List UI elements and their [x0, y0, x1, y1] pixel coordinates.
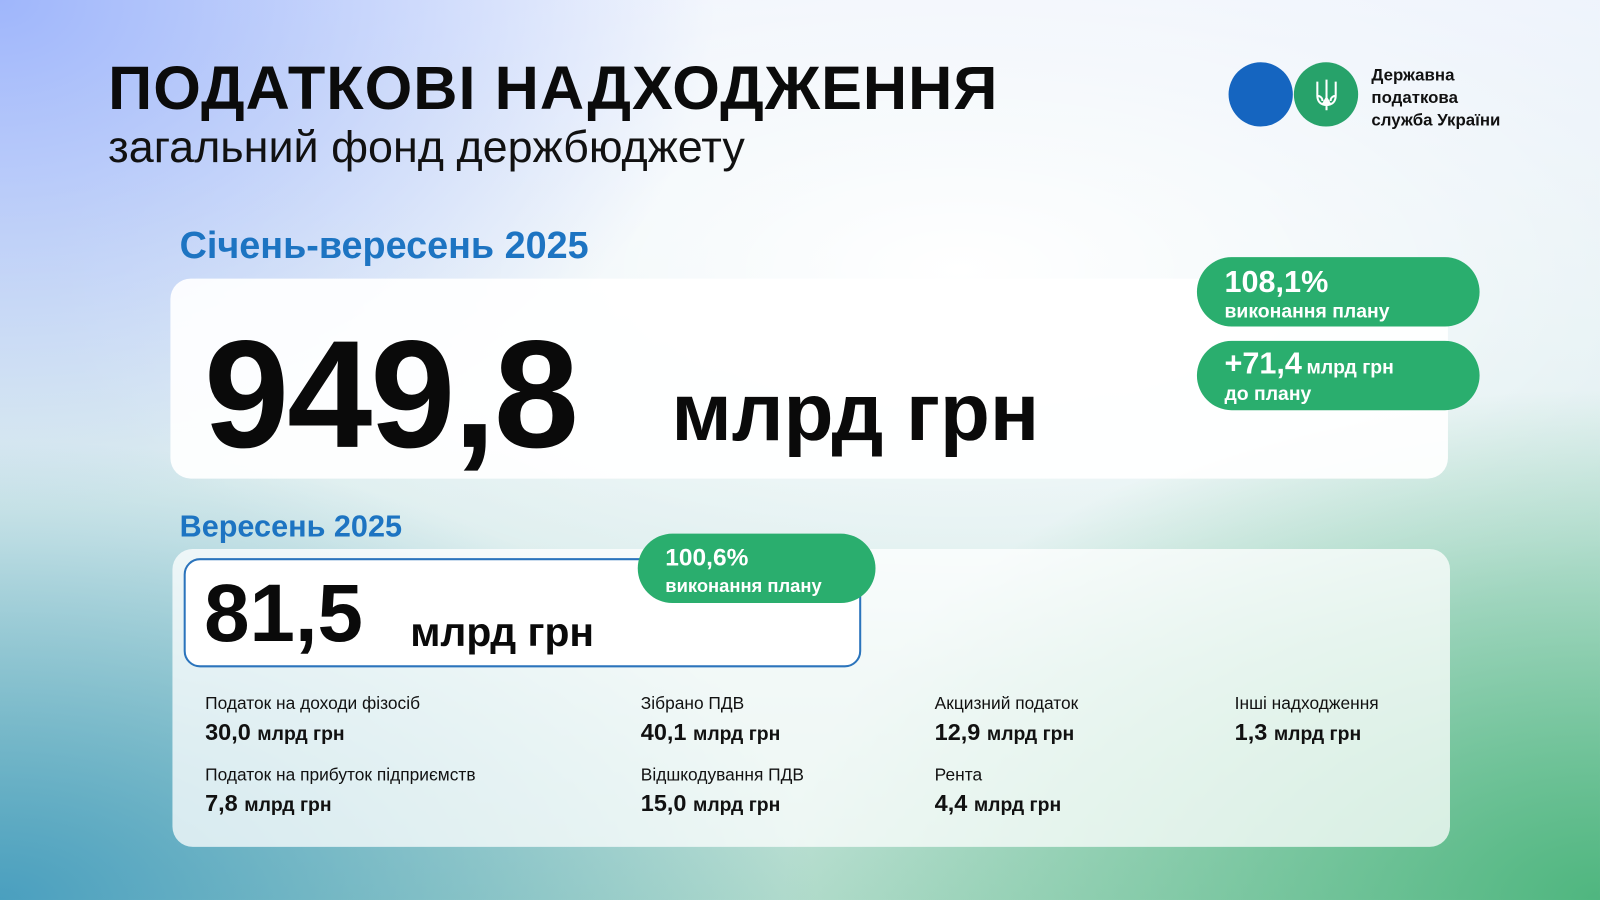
item-unit: млрд грн: [1273, 723, 1362, 745]
plan-percent: 108,1%: [1224, 265, 1329, 299]
item-vat: Зібрано ПДВ 40,1 млрд грн: [641, 694, 781, 746]
month-unit: млрд грн: [410, 610, 595, 656]
item-value: 30,0: [205, 718, 251, 745]
logo-line: служба України: [1371, 111, 1501, 130]
logo-green-circle: [1293, 62, 1359, 127]
item-value: 4,4: [934, 789, 968, 817]
item-value: 7,8: [205, 789, 238, 817]
item-value: 1,3: [1234, 718, 1268, 745]
item-label: Податок на доходи фізосіб: [205, 693, 421, 714]
item-label: Інші надходження: [1234, 693, 1379, 714]
month-value: 81,5: [204, 567, 363, 659]
item-value: 40,1: [640, 718, 687, 745]
item-unit: млрд грн: [973, 794, 1062, 817]
logo-line: податкова: [1371, 88, 1458, 108]
over-plan-value: +71,4: [1224, 346, 1302, 381]
logo-line: Державна: [1371, 66, 1455, 85]
item-excise: Акцизний податок 12,9 млрд грн: [935, 694, 1079, 746]
item-unit: млрд грн: [693, 723, 781, 745]
page-subtitle: загальний фонд держбюджету: [108, 122, 745, 173]
page-title: ПОДАТКОВІ НАДХОДЖЕННЯ: [108, 54, 999, 123]
item-unit: млрд грн: [244, 794, 332, 817]
item-unit: млрд грн: [257, 723, 345, 745]
trident-icon: [1315, 79, 1337, 110]
ytd-period: Січень-вересень 2025: [179, 224, 589, 267]
item-label: Податок на прибуток підприємств: [205, 765, 476, 785]
ytd-over-plan-badge: +71,4 млрд грн до плану: [1196, 340, 1480, 411]
logo-blue-circle: [1228, 62, 1293, 127]
plan-label: виконання плану: [1224, 301, 1390, 323]
item-rent: Рента 4,4 млрд грн: [935, 765, 1061, 817]
item-label: Зібрано ПДВ: [640, 693, 745, 714]
ytd-unit: млрд грн: [671, 366, 1040, 458]
over-plan-label: до плану: [1224, 383, 1312, 406]
item-label: Відшкодування ПДВ: [640, 765, 804, 785]
ytd-plan-badge: 108,1% виконання плану: [1196, 257, 1480, 327]
item-label: Акцизний податок: [934, 693, 1079, 714]
month-period: Вересень 2025: [179, 510, 403, 544]
item-value: 15,0: [640, 789, 687, 817]
logo-text: Державна податкова служба України: [1371, 64, 1500, 131]
item-other: Інші надходження 1,3 млрд грн: [1235, 694, 1379, 746]
item-unit: млрд грн: [986, 723, 1075, 745]
over-plan-unit: млрд грн: [1306, 357, 1394, 379]
month-plan-badge: 100,6% виконання плану: [637, 533, 876, 604]
item-label: Рента: [934, 765, 983, 785]
item-vat-refund: Відшкодування ПДВ 15,0 млрд грн: [641, 765, 804, 817]
item-value: 12,9: [934, 718, 981, 745]
item-unit: млрд грн: [693, 794, 781, 817]
item-profit-tax: Податок на прибуток підприємств 7,8 млрд …: [205, 765, 475, 817]
ytd-value: 949,8: [204, 308, 579, 480]
plan-label: виконання плану: [665, 575, 822, 596]
plan-percent: 100,6%: [665, 543, 749, 572]
item-pdfo: Податок на доходи фізосіб 30,0 млрд грн: [205, 694, 420, 746]
